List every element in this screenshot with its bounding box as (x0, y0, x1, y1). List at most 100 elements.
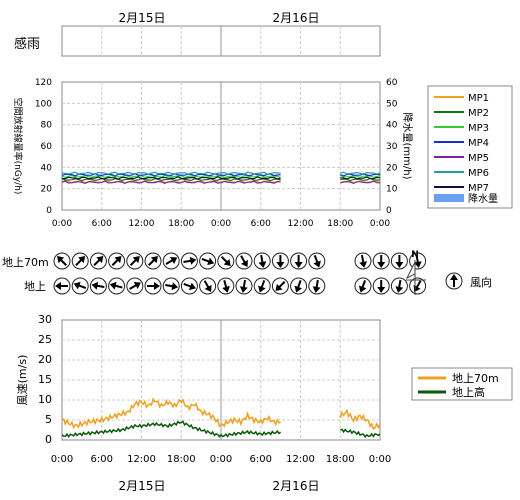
wind-direction-rows (53, 252, 427, 295)
wind-arrow-head (294, 262, 303, 268)
dose-ylabel: 空間放射線量率(nGy/h) (12, 98, 24, 195)
wind-y-tick-label: 10 (38, 393, 52, 406)
dose-series-mp7 (340, 176, 381, 180)
wind-speed-x-ticks: 0:00 6:00 12:00 18:00 0:00 6:00 12:00 18:00 0:00 (51, 454, 391, 465)
wind-arrow-head (395, 262, 404, 268)
wind-arrow-head (395, 286, 404, 293)
date-label-bottom-1: 2月15日 (119, 479, 166, 493)
wind-arrow-glyph (165, 257, 178, 265)
dose-y2-tick-label: 20 (386, 163, 398, 173)
wind-x-tick-label: 12:00 (286, 454, 315, 465)
wind-arrow-head (132, 256, 140, 264)
wind-arrow-glyph (450, 274, 458, 287)
wind-arrow-icon (162, 277, 180, 295)
wind-arrow-icon (235, 277, 253, 295)
dose-x-tick-label: 18:00 (327, 219, 353, 229)
wind-arrow-glyph (395, 255, 404, 268)
wind-arrow-head (222, 285, 230, 293)
wind-arrow-icon (217, 277, 235, 295)
dose-series-mp3 (61, 174, 281, 179)
wind-arrow-head (96, 256, 104, 264)
wind-arrow-head (150, 256, 158, 264)
dose-y2-tick-label: 60 (386, 78, 398, 88)
wind-arrow-icon (126, 277, 144, 295)
wind-x-tick-label: 0:00 (369, 454, 391, 465)
wind-x-tick-label: 12:00 (127, 454, 156, 465)
wind-arrow-glyph (294, 280, 303, 293)
rain-sensor-label: 感雨 (14, 36, 40, 52)
wind-arrow-head (312, 286, 321, 293)
wind-x-tick-label: 6:00 (91, 454, 113, 465)
dose-y2label: 降水量(mm/h) (401, 113, 414, 180)
wind-arrow-glyph (111, 256, 122, 266)
wind-arrow-glyph (183, 256, 197, 265)
dose-series-mp6 (61, 171, 281, 175)
wind-arrow-glyph (377, 255, 386, 268)
wind-arrow-glyph (220, 256, 231, 266)
wind-speed-ylabel: 風速(m/s) (16, 355, 29, 406)
wind-arrow-glyph (73, 281, 87, 290)
legend-label-mp2: MP2 (468, 108, 489, 119)
wind-arrow-icon (354, 252, 372, 270)
wind-arrow-glyph (258, 254, 267, 268)
wind-arrow-glyph (312, 279, 321, 293)
wind-arrow-head (275, 283, 283, 291)
wind-arrow-icon (53, 252, 71, 270)
wind-arrow-icon (290, 277, 308, 295)
dose-grid (62, 82, 380, 210)
date-label-top-1: 2月15日 (119, 11, 166, 25)
wind-arrow-icon (144, 252, 162, 270)
wind-arrow-glyph (147, 282, 160, 290)
wind-y-tick-label: 0 (45, 433, 52, 446)
wind-arrow-icon (290, 252, 308, 270)
wind-arrow-head (188, 282, 196, 291)
wind-arrow-head (241, 259, 248, 268)
wind-arrow-glyph (276, 255, 285, 268)
wind-arrow-legend-icon (445, 272, 463, 290)
wind-arrow-icon (372, 277, 390, 295)
wind-arrow-head (114, 256, 122, 264)
wind-arrow-icon (53, 277, 71, 295)
wind-arrow-head (109, 281, 117, 290)
wind-arrow-head (57, 256, 65, 264)
wind-arrow-glyph (109, 281, 123, 290)
wind-arrow-head (258, 285, 266, 293)
wind-speed-legend-box (411, 367, 513, 401)
wind-dir-row-label-ground: 地上 (24, 280, 46, 293)
wind-arrow-head (294, 285, 303, 293)
wind-arrow-icon (253, 252, 271, 270)
wind-y-tick-label: 30 (38, 313, 52, 326)
wind-arrow-glyph (165, 282, 179, 291)
wind-y-tick-label: 25 (38, 333, 52, 346)
dose-y-tick-label: 80 (41, 121, 53, 131)
dose-y2-tick-label: 0 (386, 206, 392, 216)
wind-dir-row-label-70m: 地上70m (2, 256, 49, 269)
dose-x-tick-label: 0:00 (211, 219, 231, 229)
wind-arrow-icon (199, 277, 217, 295)
north-indicator-icon: N (405, 250, 426, 295)
dose-x-ticks: 0:00 6:00 12:00 18:00 0:00 6:00 12:00 18:00 0:00 (52, 219, 390, 229)
legend-label-mp1: MP1 (468, 93, 489, 104)
wind-arrow-head (313, 260, 321, 268)
wind-arrow-head (133, 282, 141, 289)
wind-arrow-glyph (258, 280, 266, 293)
wind-arrow-glyph (201, 257, 215, 266)
wind-arrow-head (170, 257, 178, 264)
north-label: N (411, 250, 419, 260)
dose-x-tick-label: 12:00 (288, 219, 314, 229)
dose-series-mp5 (340, 180, 381, 185)
wind-legend-label: 地上高 (452, 385, 485, 399)
wind-arrow-head (189, 256, 197, 265)
wind-arrow-glyph (313, 255, 321, 268)
wind-arrow-head (171, 282, 179, 291)
wind-arrow-glyph (93, 256, 104, 266)
wind-speed-series-1 (339, 428, 381, 439)
wind-arrow-glyph (275, 281, 286, 291)
wind-y-tick-label: 5 (45, 413, 52, 426)
wind-x-tick-label: 6:00 (250, 454, 272, 465)
wind-x-tick-label: 18:00 (167, 454, 196, 465)
legend-label-mp5: MP5 (468, 153, 489, 164)
